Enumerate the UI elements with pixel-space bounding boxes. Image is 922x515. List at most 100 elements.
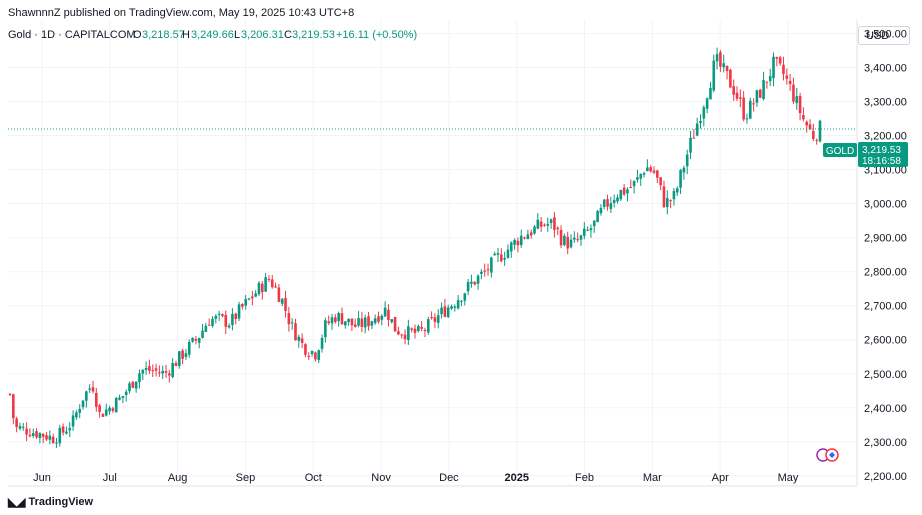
tradingview-logo-icon: ◣◢ bbox=[8, 495, 25, 509]
candle-body bbox=[725, 65, 729, 72]
candle bbox=[148, 359, 151, 374]
candle bbox=[227, 323, 231, 329]
candle-body bbox=[652, 170, 656, 173]
candle-body bbox=[108, 407, 111, 412]
candle-body bbox=[171, 363, 174, 378]
candle-body bbox=[128, 383, 131, 392]
candle-body bbox=[682, 167, 686, 173]
candle bbox=[397, 326, 400, 336]
candle bbox=[788, 74, 792, 91]
candle-body bbox=[659, 177, 662, 186]
candle bbox=[722, 54, 726, 73]
candle-body bbox=[38, 433, 42, 439]
candle-body bbox=[164, 371, 168, 373]
candle-body bbox=[25, 428, 28, 435]
candle bbox=[25, 422, 28, 442]
x-tick-label: May bbox=[778, 472, 799, 484]
candle bbox=[712, 54, 716, 93]
candle-body bbox=[28, 434, 32, 437]
candle-body bbox=[264, 277, 267, 292]
candle-body bbox=[420, 326, 423, 329]
candle bbox=[118, 394, 121, 401]
candle bbox=[91, 380, 95, 394]
candle bbox=[519, 229, 523, 248]
candle-body bbox=[320, 337, 324, 349]
candle bbox=[692, 129, 696, 139]
candle-body bbox=[632, 180, 636, 187]
candle bbox=[586, 226, 589, 232]
candle-body bbox=[114, 397, 118, 413]
candle bbox=[536, 213, 540, 230]
candle bbox=[798, 92, 802, 121]
candle bbox=[762, 71, 765, 101]
y-tick-label: 2,700.00 bbox=[864, 301, 907, 313]
candle-body bbox=[748, 100, 752, 119]
candle bbox=[453, 304, 457, 312]
candle bbox=[15, 416, 18, 433]
candle-body bbox=[626, 189, 629, 194]
candle bbox=[436, 309, 440, 329]
candle bbox=[78, 404, 82, 418]
candle-body bbox=[612, 200, 616, 203]
candle-body bbox=[290, 322, 294, 324]
y-tick-label: 3,000.00 bbox=[864, 199, 907, 211]
candle-body bbox=[450, 306, 453, 309]
candle bbox=[622, 183, 626, 196]
candle bbox=[280, 298, 284, 307]
candle bbox=[632, 180, 636, 194]
candle bbox=[174, 360, 178, 367]
y-tick-label: 2,800.00 bbox=[864, 267, 907, 279]
candle-body bbox=[260, 283, 264, 293]
candle-body bbox=[231, 314, 234, 326]
candle-body bbox=[85, 391, 88, 401]
candle bbox=[440, 302, 443, 319]
candle bbox=[516, 237, 520, 253]
candle-body bbox=[453, 306, 457, 308]
candle bbox=[377, 311, 380, 324]
candle-body bbox=[254, 293, 257, 297]
candle bbox=[337, 311, 340, 327]
candle-body bbox=[785, 75, 789, 79]
candle-body bbox=[284, 298, 287, 311]
candle-body bbox=[314, 352, 317, 360]
candle-body bbox=[758, 89, 762, 98]
candle-body bbox=[573, 237, 576, 240]
candle-body bbox=[178, 351, 181, 366]
candle-body bbox=[104, 409, 108, 416]
candle-body bbox=[360, 318, 364, 327]
candle-body bbox=[609, 203, 613, 209]
candle-body bbox=[280, 298, 284, 304]
candle-body bbox=[407, 326, 410, 341]
candle bbox=[795, 87, 799, 110]
candle-body bbox=[639, 174, 643, 179]
candle-body bbox=[8, 393, 12, 395]
candle bbox=[466, 278, 470, 296]
candle bbox=[636, 169, 639, 183]
low-label: L bbox=[234, 29, 240, 41]
candle-body bbox=[755, 90, 759, 103]
price-tag-value: 3,219.53 bbox=[862, 145, 901, 156]
candle bbox=[417, 324, 420, 333]
candle bbox=[373, 314, 377, 325]
x-tick-label: Oct bbox=[305, 472, 322, 484]
candle-body bbox=[808, 124, 812, 130]
candle bbox=[785, 68, 789, 85]
currency-button[interactable]: USD bbox=[858, 26, 910, 45]
x-tick-label: Aug bbox=[168, 472, 188, 484]
candle bbox=[257, 281, 261, 297]
candle bbox=[742, 91, 745, 122]
y-tick-label: 2,400.00 bbox=[864, 403, 907, 415]
x-tick-label: Nov bbox=[371, 472, 391, 484]
candle-body bbox=[257, 283, 261, 295]
candle bbox=[310, 350, 314, 357]
candle-body bbox=[695, 123, 699, 136]
x-tick-label: Feb bbox=[575, 472, 594, 484]
candle-body bbox=[330, 317, 334, 324]
event-flags-icon[interactable] bbox=[816, 448, 839, 462]
candle-body bbox=[393, 316, 397, 332]
candle bbox=[393, 316, 397, 332]
candle bbox=[772, 52, 775, 87]
candle bbox=[403, 329, 407, 345]
candle bbox=[639, 173, 643, 186]
